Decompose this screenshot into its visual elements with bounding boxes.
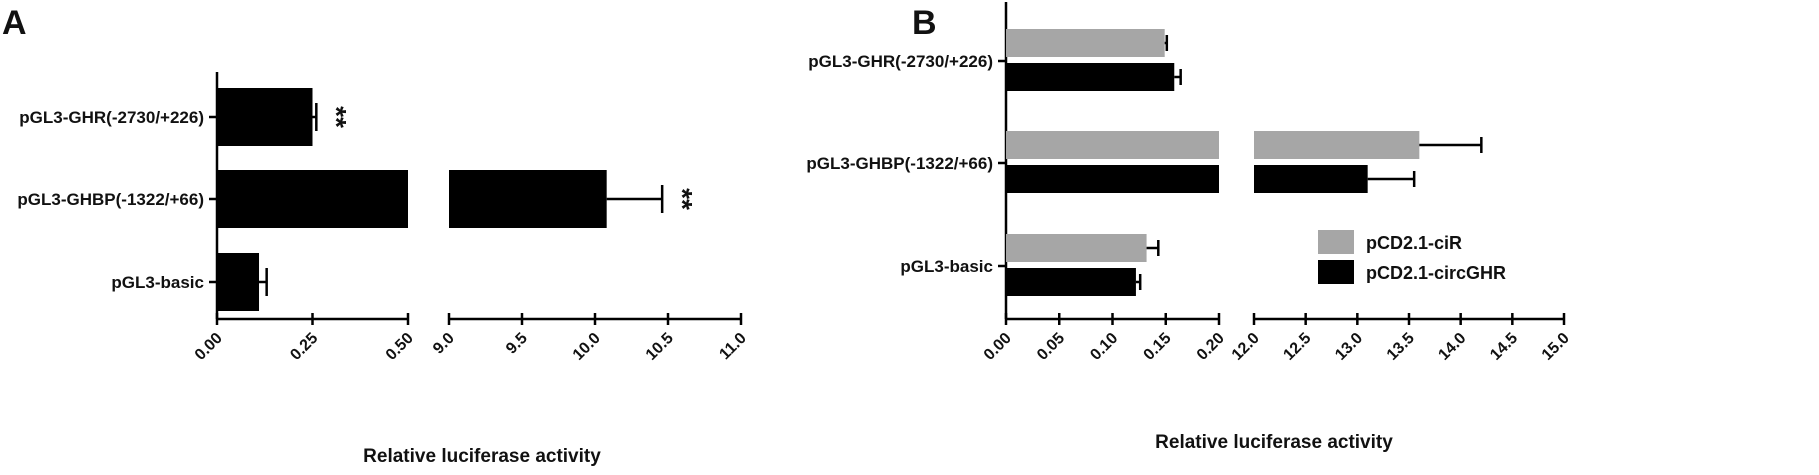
panel-a-letter: A <box>2 4 27 42</box>
b-bar-circghr <box>1006 63 1175 91</box>
a-bar <box>449 170 607 228</box>
b-x-tick-label: 14.5 <box>1487 330 1521 364</box>
b-legend-swatch <box>1318 230 1354 254</box>
b-bar-circghr <box>1006 165 1219 193</box>
a-x-tick-label: 11.0 <box>716 330 749 363</box>
a-category-label: pGL3-GHR(-2730/+226) <box>19 108 204 127</box>
b-category-label: pGL3-GHR(-2730/+226) <box>808 52 993 71</box>
b-x-tick-label: 0.20 <box>1194 330 1228 364</box>
b-legend-swatch <box>1318 260 1354 284</box>
b-legend-label: pCD2.1-ciR <box>1366 233 1462 253</box>
a-x-tick-label: 10.0 <box>570 330 604 364</box>
panel-b-letter: B <box>912 4 937 42</box>
b-bar-cir <box>1006 131 1219 159</box>
b-x-tick-label: 0.15 <box>1141 330 1175 364</box>
b-bar-cir <box>1254 131 1420 159</box>
a-x-tick-label: 9.5 <box>503 330 531 358</box>
a-bar <box>217 88 313 146</box>
b-x-tick-label: 12.0 <box>1229 330 1263 364</box>
b-category-label: pGL3-basic <box>900 257 993 276</box>
b-category-label: pGL3-GHBP(-1322/+66) <box>806 154 993 173</box>
a-category-label: pGL3-GHBP(-1322/+66) <box>17 190 204 209</box>
a-significance-mark: ** <box>667 188 698 210</box>
b-x-tick-label: 12.5 <box>1280 330 1314 364</box>
a-x-tick-label: 9.0 <box>430 330 458 358</box>
b-x-axis-title: Relative luciferase activity <box>1155 432 1393 453</box>
a-category-label: pGL3-basic <box>111 273 204 292</box>
b-x-tick-label: 0.05 <box>1034 330 1068 364</box>
b-x-tick-label: 14.0 <box>1435 330 1469 364</box>
b-bar-circghr <box>1254 165 1368 193</box>
b-x-tick-label: 13.5 <box>1384 330 1418 364</box>
b-x-tick-label: 13.0 <box>1332 330 1366 364</box>
a-bar <box>217 253 260 311</box>
a-x-axis-title: Relative luciferase activity <box>363 446 601 467</box>
a-x-tick-label: 10.5 <box>643 330 677 364</box>
a-x-tick-label: 0.25 <box>287 330 321 364</box>
b-bar-circghr <box>1006 268 1136 296</box>
b-bar-cir <box>1006 29 1165 57</box>
b-bar-cir <box>1006 234 1147 262</box>
panel-a-chart: pGL3-GHR(-2730/+226) ** pGL3-GHBP(-1322/+6… <box>17 72 750 467</box>
b-x-tick-label: 0.10 <box>1087 330 1121 364</box>
b-x-tick-label: 0.00 <box>981 330 1015 364</box>
panel-b-chart: pGL3-GHR(-2730/+226) pGL3-GHBP(-1322/+66)… <box>806 2 1573 453</box>
a-significance-mark: ** <box>321 106 352 128</box>
a-bar <box>217 170 408 228</box>
b-x-tick-label: 15.0 <box>1539 330 1573 364</box>
a-x-tick-label: 0.50 <box>383 330 417 364</box>
a-x-tick-label: 0.00 <box>192 330 226 364</box>
b-legend-label: pCD2.1-circGHR <box>1366 263 1506 283</box>
